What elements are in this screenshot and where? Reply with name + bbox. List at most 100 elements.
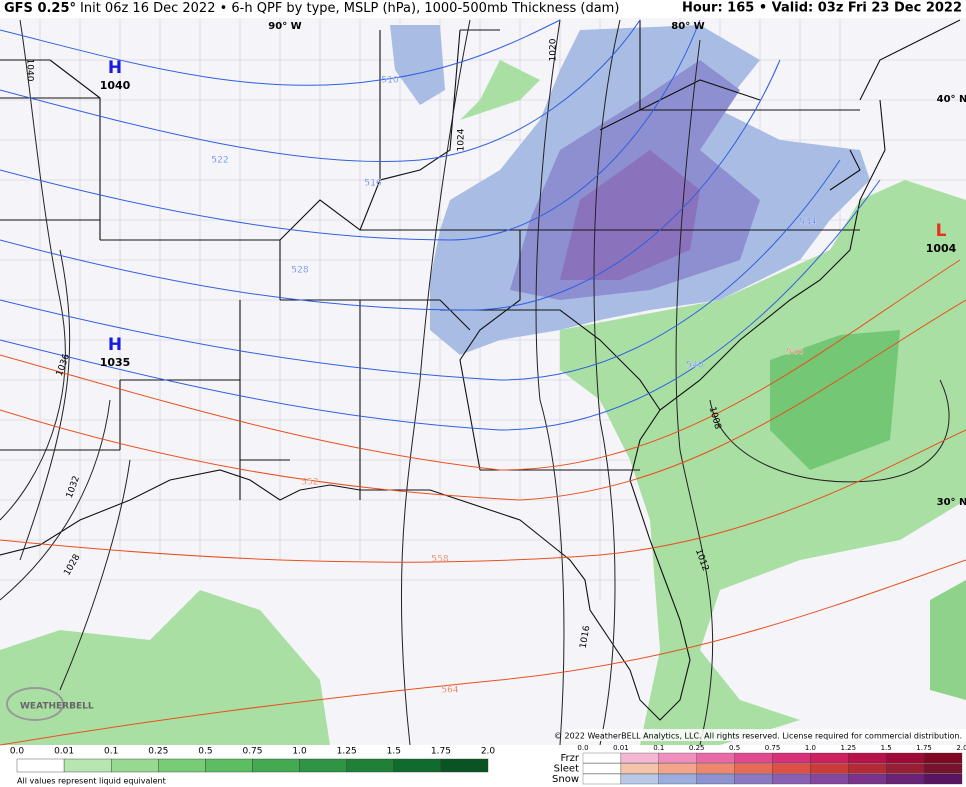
isobars <box>0 19 950 746</box>
pressure-value: 1004 <box>926 242 957 255</box>
thickness-label: 540 <box>686 361 703 371</box>
copyright: © 2022 WeatherBELL Analytics, LLC. All r… <box>554 732 962 741</box>
qpf-label: 1.75 <box>431 747 451 757</box>
isobar-label: 1016 <box>579 625 593 650</box>
ptype-swatch <box>772 752 811 764</box>
ptype-name: Sleet <box>554 764 579 775</box>
description: Init 06z 16 Dec 2022 • 6-h QPF by type, … <box>80 1 619 16</box>
valid-time: Hour: 165 • Valid: 03z Fri 23 Dec 2022 <box>682 1 962 16</box>
legend-note: All values represent liquid equivalent <box>17 777 166 786</box>
model: GFS 0.25° <box>4 1 76 16</box>
ptype-swatch <box>696 773 735 785</box>
qpf-swatch <box>393 758 442 773</box>
ptype-swatch <box>734 773 773 785</box>
ptype-swatch <box>658 752 697 764</box>
logo: WEATHERBELL <box>6 687 94 721</box>
precipitation <box>0 25 966 745</box>
ptype-label: 0.01 <box>613 744 629 752</box>
qpf-swatch <box>346 758 395 773</box>
ptype-swatch <box>734 752 773 764</box>
ptype-label: 1.25 <box>841 744 857 752</box>
qpf-label: 1.25 <box>337 747 357 757</box>
ptype-swatch <box>734 763 773 774</box>
qpf-label: 1.5 <box>387 747 401 757</box>
ptype-label: 0.25 <box>689 744 705 752</box>
qpf-swatch <box>205 758 253 773</box>
ptype-swatch <box>886 752 925 764</box>
ptype-swatch <box>620 773 659 785</box>
ptype-swatch <box>810 773 849 785</box>
ptype-swatch <box>658 763 697 774</box>
graticule-label: 90° W <box>268 21 301 32</box>
map: 90° W 80° W40° N30° NH1040H1035L100410401… <box>0 18 966 746</box>
qpf-swatch <box>252 758 300 773</box>
isobar-label: 1024 <box>457 128 467 151</box>
ptype-label: 0.0 <box>577 744 588 752</box>
qpf-swatch <box>299 758 347 773</box>
ptype-swatch <box>620 763 659 774</box>
snow-area <box>390 25 445 105</box>
qpf-swatch <box>440 758 489 773</box>
ptype-label: 1.0 <box>805 744 816 752</box>
thickness-label: 528 <box>291 266 308 276</box>
ptype-label: 1.75 <box>916 744 932 752</box>
thickness-label: 522 <box>211 156 228 166</box>
qpf-swatch <box>63 758 112 773</box>
pressure-value: 1035 <box>100 356 131 369</box>
qpf-swatch <box>110 758 159 773</box>
thickness-label: 564 <box>441 686 458 696</box>
isobar-label: 1020 <box>549 38 559 61</box>
ptype-swatch <box>772 763 811 774</box>
qpf-swatch <box>158 758 206 773</box>
ptype-label: 0.5 <box>729 744 740 752</box>
pressure-center: H <box>108 335 122 355</box>
qpf-label: 0.1 <box>104 747 118 757</box>
ptype-swatch <box>696 763 735 774</box>
ptype-label: 1.5 <box>881 744 892 752</box>
ptype-swatch <box>696 752 735 764</box>
ptype-swatch <box>620 752 659 764</box>
copyright-bg <box>565 729 966 741</box>
thickness-label: 552 <box>301 478 318 488</box>
map-labels: 90° W 80° W40° N30° NH1040H1035L100410401… <box>25 21 966 696</box>
thickness-label: 510 <box>381 76 398 86</box>
ptype-label: 0.75 <box>765 744 781 752</box>
rain-area <box>0 590 330 745</box>
ptype-swatch <box>848 773 887 785</box>
ptype-name: Frzr <box>561 753 580 764</box>
logo-text: WEATHERBELL <box>20 702 94 712</box>
ptype-swatch <box>582 773 622 785</box>
thickness-lines <box>0 19 966 746</box>
ptype-swatch <box>848 752 887 764</box>
qpf-label: 1.0 <box>292 747 307 757</box>
rain-area <box>930 580 966 700</box>
legend: All values represent liquid equivalent 0… <box>10 744 966 786</box>
ptype-swatch <box>848 763 887 774</box>
ptype-swatch <box>658 773 697 785</box>
thickness-label: 546 <box>786 348 803 358</box>
qpf-label: 0.75 <box>242 747 262 757</box>
ptype-swatch <box>810 763 849 774</box>
ptype-swatch <box>810 752 849 764</box>
thickness-label: 558 <box>431 555 448 565</box>
ptype-swatch <box>923 752 963 764</box>
ptype-swatch <box>923 763 963 774</box>
qpf-swatch <box>16 758 65 773</box>
rain-area <box>560 180 966 745</box>
pressure-center: L <box>936 221 947 241</box>
snow-heavy <box>560 150 700 280</box>
pressure-value: 1040 <box>100 79 131 92</box>
qpf-label: 2.0 <box>481 747 496 757</box>
header-bar <box>0 0 966 18</box>
header-title: GFS 0.25° Init 06z 16 Dec 2022 • 6-h QPF … <box>4 1 619 16</box>
graticule-label: 30° N <box>937 497 966 508</box>
qpf-label: 0.5 <box>198 747 212 757</box>
isobar-label: 1040 <box>25 59 35 82</box>
ptype-swatch <box>582 752 622 764</box>
qpf-label: 0.25 <box>148 747 168 757</box>
ptype-swatch <box>886 773 925 785</box>
thickness-label: 534 <box>799 218 816 228</box>
thickness-label: 516 <box>364 179 381 189</box>
qpf-label: 0.01 <box>54 747 74 757</box>
